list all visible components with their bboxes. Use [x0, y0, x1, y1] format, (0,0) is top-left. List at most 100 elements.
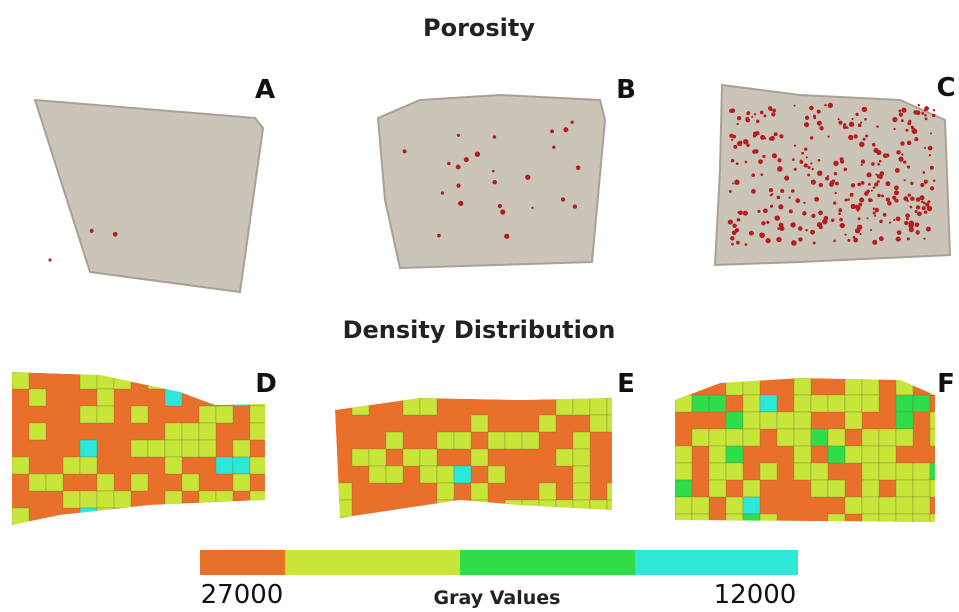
density-cell: [675, 378, 692, 395]
density-cell: [828, 446, 845, 463]
pore: [914, 137, 918, 141]
panel-label: A: [255, 75, 275, 105]
density-cell: [573, 483, 590, 500]
title-density: Density Distribution: [343, 316, 616, 344]
density-cell: [573, 432, 590, 449]
density-cell: [709, 429, 726, 446]
pore: [789, 197, 791, 199]
pore: [570, 121, 573, 124]
pore: [504, 234, 509, 239]
pore: [766, 238, 771, 243]
pore: [746, 111, 750, 115]
pore: [737, 218, 741, 222]
colorbar-segment: [200, 550, 285, 575]
density-cell: [692, 514, 709, 531]
density-cell: [692, 497, 709, 514]
density-cell: [862, 395, 879, 412]
pore: [833, 161, 838, 166]
density-cell: [420, 466, 437, 483]
pore: [902, 108, 907, 113]
density-cell: [675, 395, 692, 412]
density-cell: [233, 474, 250, 491]
pore: [879, 160, 882, 163]
pore: [855, 113, 858, 116]
pore: [924, 109, 926, 111]
pore: [866, 172, 871, 177]
density-cell: [80, 406, 97, 423]
pore: [851, 118, 853, 120]
pore: [861, 160, 865, 164]
density-cell: [29, 474, 46, 491]
pore: [751, 173, 755, 177]
pore: [791, 240, 797, 246]
density-cell: [879, 514, 896, 531]
pore: [864, 118, 867, 121]
pore: [920, 183, 924, 187]
density-cell: [352, 449, 369, 466]
density-cell: [709, 395, 726, 412]
pore: [563, 127, 568, 132]
pore: [776, 237, 781, 242]
pore: [525, 175, 530, 180]
pore: [737, 116, 741, 120]
pore: [857, 210, 859, 212]
pore: [893, 128, 895, 130]
density-cell: [12, 457, 29, 474]
pore: [733, 145, 737, 149]
density-cell: [216, 491, 233, 508]
density-cell: [12, 508, 29, 525]
density-sample: [675, 378, 947, 531]
pore: [458, 201, 463, 206]
density-cell: [505, 432, 522, 449]
pore: [862, 107, 867, 112]
pore: [838, 212, 841, 215]
pore: [911, 129, 915, 133]
density-cell: [590, 517, 607, 534]
pore: [817, 170, 822, 175]
pore: [907, 141, 911, 145]
pore: [739, 141, 743, 145]
pore: [926, 227, 931, 232]
density-cell: [760, 412, 777, 429]
pore: [822, 219, 828, 225]
pore: [932, 114, 935, 117]
pore: [781, 189, 784, 192]
pore: [924, 147, 926, 149]
pore: [825, 177, 829, 181]
density-cell: [437, 432, 454, 449]
density-cell: [165, 457, 182, 474]
pore: [403, 149, 407, 153]
density-cell: [862, 480, 879, 497]
density-cell: [913, 395, 930, 412]
pore: [886, 154, 890, 158]
pore: [916, 110, 921, 115]
density-cell: [811, 463, 828, 480]
density-cell: [131, 474, 148, 491]
pore: [760, 173, 763, 176]
pore: [778, 204, 783, 209]
pore: [924, 210, 928, 214]
pore: [734, 180, 739, 185]
density-cell: [80, 372, 97, 389]
pore: [802, 211, 806, 215]
density-cell: [233, 457, 250, 474]
pore: [732, 135, 736, 139]
density-cell: [794, 446, 811, 463]
pore: [766, 221, 769, 224]
pore: [904, 179, 906, 181]
density-cell: [896, 378, 913, 395]
pore: [879, 236, 884, 241]
density-cell: [352, 398, 369, 415]
density-cell: [896, 429, 913, 446]
pore: [905, 213, 910, 218]
pore: [835, 182, 839, 186]
density-cell: [471, 500, 488, 517]
pore: [806, 156, 808, 158]
pore: [866, 189, 869, 192]
density-cell: [896, 463, 913, 480]
pore: [771, 193, 773, 195]
pore: [907, 122, 911, 126]
pore: [840, 160, 844, 164]
density-cell: [607, 398, 624, 415]
pore: [779, 226, 784, 231]
